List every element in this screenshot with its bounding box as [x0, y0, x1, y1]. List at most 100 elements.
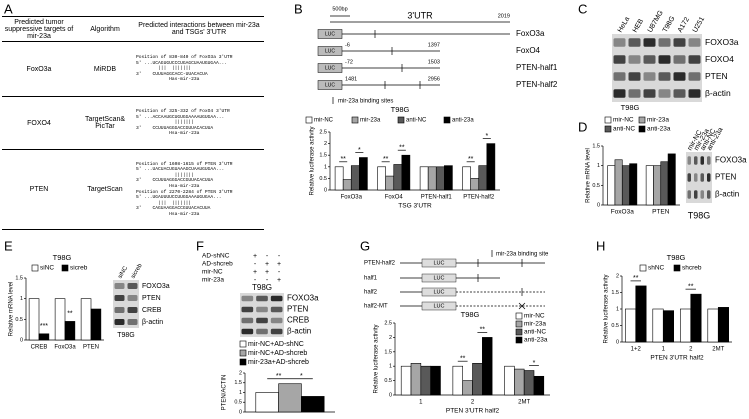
target-table: Predicted tumor suppressive targets of m…: [2, 16, 264, 230]
luc-label: LUC: [325, 31, 335, 37]
blot-band: [673, 55, 686, 64]
luc-label: LUC: [433, 275, 444, 281]
bar: [401, 154, 411, 191]
bar: [278, 383, 302, 413]
protein-label: PTEN: [287, 305, 309, 314]
treatment-sign: -: [254, 261, 257, 268]
legend-swatch: [305, 116, 313, 124]
x-tick-label: PTEN: [652, 209, 670, 216]
legend-swatch: [443, 116, 451, 124]
significance-label: **: [633, 275, 639, 282]
sequence-line: 3' CAGUAAGGACCGUUACACUUA: [136, 206, 211, 212]
blot-band: [688, 72, 701, 81]
construct-end: 1397: [428, 42, 440, 48]
blot-band: [241, 295, 254, 302]
blot-band: [687, 190, 691, 199]
blot-band: [270, 328, 283, 335]
luc-label: LUC: [325, 82, 335, 88]
blot-band: [114, 319, 125, 325]
blot-band: [127, 319, 138, 325]
sequence-line: 5' ...UCAGUGUCCCUGAGCUAAUGUGAA...: [136, 60, 227, 66]
legend-swatch: [515, 312, 523, 320]
treatment-sign: +: [265, 261, 269, 268]
lane-label: HEB: [632, 18, 645, 34]
protein-label: FOXO3a: [142, 283, 170, 290]
x-tick-label: 2MT: [518, 400, 530, 406]
blot-band: [673, 89, 686, 98]
lane-label: U251: [692, 16, 706, 34]
treatment-sign: +: [265, 269, 269, 276]
lane-label: HeLa: [617, 16, 631, 34]
blot-band: [707, 156, 711, 165]
x-tick-label: PTEN-half1: [421, 195, 453, 201]
blot-band: [707, 190, 711, 199]
panel-label: B: [294, 1, 303, 16]
bar: [690, 293, 702, 343]
legend-swatch: [61, 264, 69, 272]
bar: [645, 165, 654, 206]
y-axis-label: Relative luciferase activity: [310, 126, 316, 195]
sequence-line: 5' ...UACUACUGUAAAGCUAAUGUGAA...: [136, 167, 225, 173]
legend-label: mir-NC+AD-shNC: [248, 341, 304, 348]
construct-end: 1503: [428, 59, 440, 65]
legend-label: mir-23a: [524, 321, 546, 328]
bar: [80, 298, 92, 341]
significance-label: **: [460, 356, 466, 363]
bar: [90, 308, 102, 341]
legend-label: mir-NC: [613, 117, 634, 124]
interaction-cell: Position of 325-332 of FoxO4 3'UTR 5' ...…: [134, 96, 264, 150]
x-axis-label: PTEN 3'UTR half2: [446, 408, 500, 415]
protein-label: FOXO3a: [705, 37, 739, 47]
protein-label: β-actin: [705, 88, 731, 98]
protein-label: PTEN: [142, 295, 161, 302]
blot-band: [673, 38, 686, 47]
blot-band: [687, 156, 691, 165]
blot-band: [127, 283, 138, 289]
bar: [470, 178, 480, 191]
blot-band: [628, 55, 641, 64]
panel-label: G: [360, 238, 370, 253]
blot-band: [613, 38, 626, 47]
table-row: PTEN TargetScan Position of 1608-1615 of P…: [2, 149, 264, 230]
cell-line-label: T98G: [117, 332, 135, 339]
construct-name: PTEN-half2: [364, 261, 396, 267]
x-tick-label: FoxO3a: [611, 209, 635, 216]
legend-label: siNC: [40, 265, 54, 272]
y-tick-label: 1: [616, 306, 619, 312]
blot-band: [270, 306, 283, 313]
bar: [444, 165, 453, 191]
bar: [478, 165, 488, 191]
legend-label: mir-23a+AD-shcreb: [248, 359, 309, 366]
mutation-mark: [518, 302, 526, 310]
luc-label: LUC: [325, 48, 335, 54]
bar: [342, 179, 352, 191]
protein-label: FOXO3a: [287, 294, 319, 303]
y-tick-label: 0.5: [592, 183, 600, 189]
treatment-sign: -: [266, 253, 269, 260]
significance-label: **: [383, 156, 389, 163]
treatment-label: mir-NC: [202, 269, 223, 276]
y-tick-label: 2.5: [319, 129, 327, 135]
blot-band: [643, 55, 656, 64]
protein-label: β-actin: [715, 190, 739, 199]
y-tick-label: 0.5: [234, 400, 242, 406]
bar: [64, 321, 76, 341]
blot-band: [700, 173, 704, 182]
y-tick-label: 1.5: [234, 380, 242, 386]
construct-name: half2: [364, 290, 378, 296]
legend-label: mir-23a: [647, 117, 669, 124]
significance-label: *: [300, 373, 303, 380]
algorithm-cell: TargetScan& PicTar: [76, 96, 134, 150]
treatment-sign: -: [254, 277, 257, 284]
y-tick-label: 2: [324, 141, 327, 147]
panel-label: A: [4, 1, 13, 16]
legend-swatch: [515, 336, 523, 344]
bar: [486, 143, 496, 191]
bar: [707, 308, 719, 343]
construct-name: half2-MT: [364, 304, 388, 310]
bar: [301, 396, 325, 413]
lane-label: A172: [677, 16, 691, 34]
legend-label: mir-NC: [524, 313, 545, 320]
y-tick-label: 2.5: [384, 320, 392, 326]
construct-name: FoxO4: [516, 46, 541, 55]
